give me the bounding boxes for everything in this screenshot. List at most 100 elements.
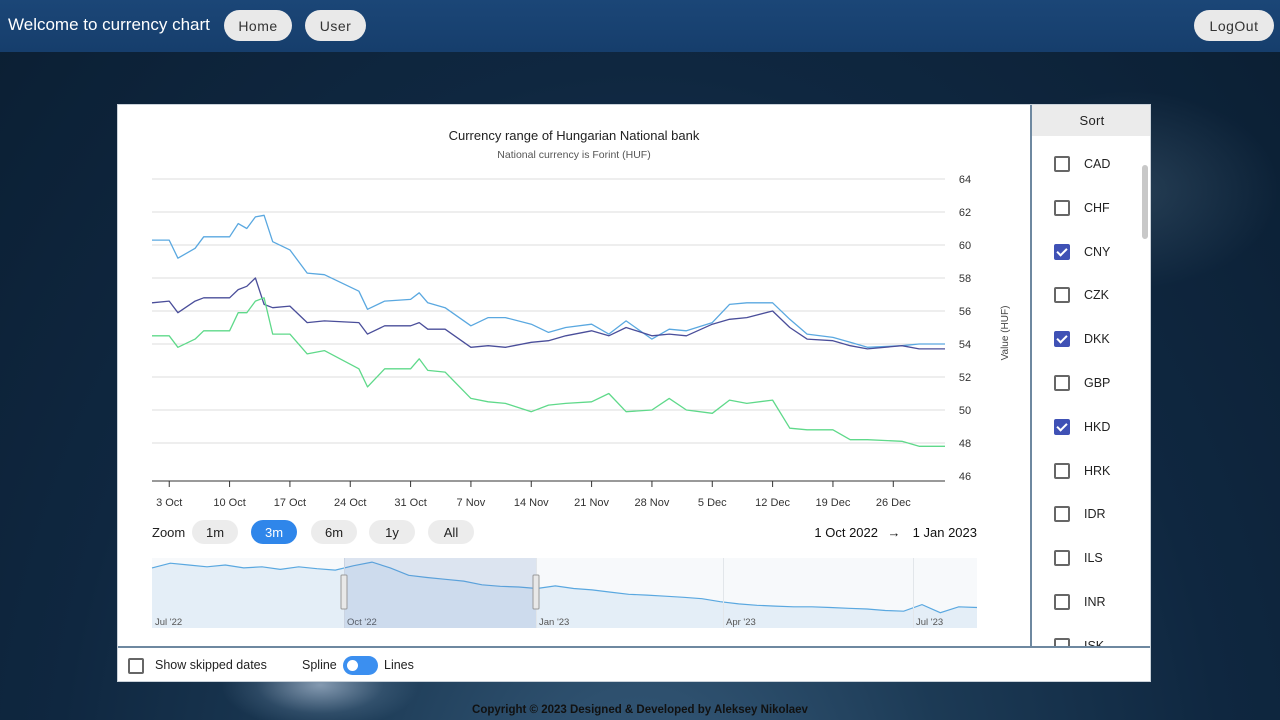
y-tick-label: 62 [959, 207, 971, 219]
y-tick-label: 64 [959, 174, 971, 186]
currency-label: ILS [1084, 551, 1103, 566]
currency-checkbox[interactable] [1054, 375, 1070, 391]
x-tick-label: 26 Dec [876, 497, 911, 509]
y-axis-ticks: 46 48 50 52 54 56 58 60 62 64 [959, 174, 971, 483]
currency-label: DKK [1084, 332, 1110, 347]
zoom-1y-button[interactable]: 1y [369, 520, 415, 544]
currency-item-ils[interactable]: ILS [1054, 548, 1103, 568]
y-tick-label: 50 [959, 405, 971, 417]
x-tick-label: 7 Nov [457, 497, 486, 509]
currency-item-dkk[interactable]: DKK [1054, 329, 1110, 349]
currency-item-inr[interactable]: INR [1054, 592, 1106, 612]
currency-item-czk[interactable]: CZK [1054, 285, 1109, 305]
chart-area: Currency range of Hungarian National ban… [118, 105, 1031, 646]
navigator-label: Jul '23 [916, 617, 943, 628]
y-tick-label: 60 [959, 240, 971, 252]
series-line-2[interactable] [151, 277, 945, 350]
currency-label: HKD [1084, 419, 1111, 434]
range-navigator[interactable]: Jul '22 Oct '22 Jan '23 Apr '23 Jul '23 [151, 558, 978, 628]
x-axis-ticks: 3 Oct 10 Oct 17 Oct 24 Oct 31 Oct 7 Nov 14 Nov… [156, 481, 911, 509]
logout-button[interactable]: LogOut [1194, 10, 1274, 41]
show-skipped-dates-label: Show skipped dates [155, 658, 267, 672]
spline-label: Spline [302, 658, 337, 672]
navigator-left-handle[interactable] [340, 574, 348, 610]
currency-label: HRK [1084, 463, 1111, 478]
zoom-button-label: All [444, 525, 459, 540]
currency-label: IDR [1084, 507, 1106, 522]
zoom-6m-button[interactable]: 6m [311, 520, 357, 544]
chart-gridlines [152, 178, 945, 444]
range-from[interactable]: 1 Oct 2022 [814, 525, 878, 540]
navigator-selection[interactable] [344, 558, 536, 628]
y-tick-label: 46 [959, 471, 971, 483]
series-line-3[interactable] [152, 297, 945, 447]
user-button[interactable]: User [305, 10, 366, 41]
range-arrow: → [888, 525, 901, 540]
x-tick-label: 17 Oct [274, 497, 306, 509]
currency-chart[interactable]: Currency range of Hungarian National ban… [118, 105, 1031, 646]
x-tick-label: 10 Oct [213, 497, 245, 509]
currency-item-hrk[interactable]: HRK [1054, 461, 1110, 481]
zoom-button-bg [428, 520, 474, 544]
currency-item-chf[interactable]: CHF [1054, 198, 1110, 218]
zoom-button-bg [311, 520, 357, 544]
currency-item-idr[interactable]: IDR [1054, 504, 1106, 524]
currency-item-cad[interactable]: CAD [1054, 154, 1110, 174]
x-tick-label: 28 Nov [635, 497, 670, 509]
navigator-label: Apr '23 [726, 617, 756, 628]
sidebar-scrollbar[interactable] [1142, 165, 1148, 239]
chart-series [151, 214, 945, 447]
zoom-button-label: 1m [206, 525, 224, 540]
navigator-area [152, 562, 977, 628]
chart-subtitle: National currency is Forint (HUF) [497, 149, 650, 161]
spline-lines-toggle[interactable] [343, 656, 378, 675]
zoom-button-label: 3m [265, 525, 283, 540]
currency-checkbox[interactable] [1054, 506, 1070, 523]
top-navigation-bar: Welcome to currency chart Home User LogO… [0, 0, 1280, 52]
currency-item-cny[interactable]: CNY [1054, 242, 1110, 262]
zoom-button-label: 1y [385, 525, 399, 540]
x-tick-label: 12 Dec [755, 497, 790, 509]
currency-checkbox[interactable] [1054, 418, 1070, 435]
y-tick-label: 58 [959, 273, 971, 285]
zoom-1m-button[interactable]: 1m [192, 520, 238, 544]
navigator-background [152, 558, 977, 628]
show-skipped-dates-checkbox[interactable] [128, 658, 144, 674]
navigator-label: Jul '22 [155, 617, 182, 628]
app-title: Welcome to currency chart [8, 15, 210, 34]
currency-checkbox[interactable] [1054, 331, 1070, 348]
x-tick-label: 24 Oct [334, 497, 366, 509]
home-button[interactable]: Home [224, 10, 292, 41]
x-tick-label: 21 Nov [574, 497, 609, 509]
currency-checkbox[interactable] [1054, 156, 1070, 172]
footer-copyright: Copyright © 2023 Designed & Developed by… [472, 704, 808, 716]
currency-checkbox[interactable] [1054, 199, 1070, 216]
navigator-right-handle[interactable] [532, 574, 540, 610]
currency-checkbox[interactable] [1054, 243, 1070, 260]
currency-checkbox[interactable] [1054, 550, 1070, 567]
currency-item-hkd[interactable]: HKD [1054, 417, 1110, 437]
chart-title: Currency range of Hungarian National ban… [449, 128, 700, 143]
currency-label: CHF [1084, 200, 1110, 215]
currency-label: INR [1084, 595, 1106, 609]
sort-button[interactable]: Sort [1032, 105, 1150, 136]
x-tick-label: 14 Nov [514, 497, 549, 509]
currency-checkbox[interactable] [1054, 637, 1070, 646]
currency-item-gbp[interactable]: GBP [1054, 373, 1110, 393]
zoom-label: Zoom [152, 525, 185, 540]
currency-checkbox[interactable] [1054, 462, 1070, 479]
currency-checkbox[interactable] [1054, 594, 1070, 610]
zoom-3m-button[interactable]: 3m [251, 520, 297, 544]
series-line-1[interactable] [152, 214, 945, 348]
x-tick-label: 3 Oct [156, 497, 182, 509]
currency-label: CZK [1084, 288, 1109, 303]
x-tick-label: 5 Dec [698, 497, 727, 509]
y-tick-label: 56 [959, 306, 971, 318]
y-tick-label: 52 [959, 372, 971, 384]
chart-options-bar: Show skipped dates Spline Lines [118, 646, 1150, 682]
zoom-All-button[interactable]: All [428, 520, 474, 544]
currency-item-isk[interactable]: ISK [1054, 636, 1104, 646]
toggle-knob [347, 660, 358, 671]
currency-checkbox[interactable] [1054, 287, 1070, 304]
range-to[interactable]: 1 Jan 2023 [913, 525, 977, 540]
